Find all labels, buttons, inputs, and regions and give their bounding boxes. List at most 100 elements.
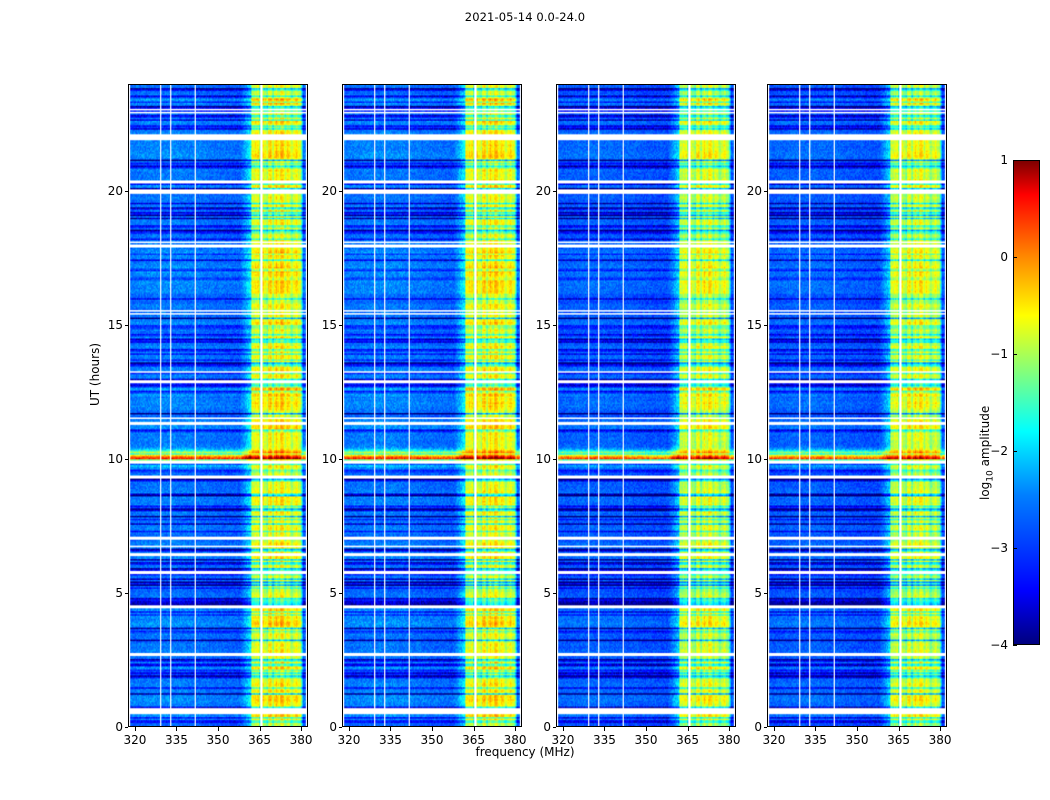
colorbar-label-suffix: amplitude: [978, 405, 992, 471]
y-tick-xy-15: 15: [535, 318, 551, 333]
y-tickmark: [552, 325, 556, 327]
x-tickmark: [432, 727, 433, 731]
x-tick-yy-335: 335: [379, 733, 402, 747]
x-tickmark: [176, 727, 178, 731]
y-tickmark: [338, 325, 342, 327]
y-tick-xy-20: 20: [535, 184, 551, 199]
y-tickmark: [124, 459, 128, 461]
x-tickmark: [348, 727, 350, 731]
x-tickmark: [857, 727, 858, 731]
spectrum-panel-xy: XY, V1*V2=EA02*EA12: [556, 84, 736, 727]
y-tick-yy-5: 5: [329, 586, 337, 601]
y-tickmark: [338, 459, 342, 461]
spectrum-panel-yx: YX, V1*V2=EA02*EA12: [767, 84, 947, 727]
y-tickmark: [552, 459, 556, 461]
colorbar-tick-1: 1: [1000, 153, 1008, 167]
x-tickmark: [729, 727, 731, 731]
x-tickmark: [773, 727, 775, 731]
colorbar-tickmark: [1013, 645, 1017, 646]
x-tickmark: [473, 727, 475, 731]
x-tick-yx-380: 380: [928, 733, 952, 747]
x-tick-yx-335: 335: [804, 733, 827, 747]
y-tick-xx-15: 15: [107, 318, 123, 333]
y-tick-xy-5: 5: [543, 586, 551, 601]
colorbar-tick-neg4: −4: [990, 638, 1008, 652]
colorbar-tick-0: 0: [1000, 250, 1008, 264]
x-tickmark: [218, 727, 219, 731]
colorbar-gradient: [1013, 160, 1040, 645]
y-axis-label: UT (hours): [88, 342, 102, 406]
x-tick-yy-350: 350: [420, 733, 444, 747]
y-tickmark: [763, 191, 767, 193]
x-axis-label: frequency (MHz): [475, 745, 575, 759]
colorbar: 1 0 −1 −2 −3 −4: [990, 153, 1040, 652]
x-tick-xy-365: 365: [676, 733, 699, 747]
y-tick-yx-5: 5: [754, 586, 762, 601]
x-tickmark: [815, 727, 817, 731]
y-tickmark: [338, 727, 342, 728]
spectrum-image-xy: [557, 85, 735, 726]
y-tick-xx-10: 10: [107, 452, 123, 467]
y-tickmark: [552, 593, 556, 595]
y-tick-xy-0: 0: [543, 720, 551, 734]
y-tick-yx-15: 15: [746, 318, 762, 333]
y-tick-yx-20: 20: [746, 184, 762, 199]
y-tick-xx-5: 5: [115, 586, 123, 601]
colorbar-label-subscript: 10: [985, 470, 996, 482]
x-tick-xx-365: 365: [248, 733, 271, 747]
figure-suptitle: 2021-05-14 0.0-24.0: [464, 10, 586, 24]
y-tickmark: [124, 325, 128, 327]
x-tick-yy-320: 320: [337, 733, 361, 747]
x-tickmark: [646, 727, 647, 731]
x-tickmark: [515, 727, 517, 731]
x-tickmark: [390, 727, 392, 731]
spectrum-panel-xx: XX, V1*V2=EA02*EA12: [128, 84, 308, 727]
x-tickmark: [898, 727, 900, 731]
y-tickmark: [763, 459, 767, 461]
y-tickmark: [552, 191, 556, 193]
x-tickmark: [687, 727, 689, 731]
colorbar-tick-neg1: −1: [990, 347, 1008, 361]
spectrum-image-yy: [343, 85, 521, 726]
x-tick-yx-350: 350: [845, 733, 869, 747]
y-tick-yy-15: 15: [321, 318, 337, 333]
y-tickmark: [763, 593, 767, 595]
x-tickmark: [134, 727, 136, 731]
y-tickmark: [552, 727, 556, 728]
x-tick-xx-350: 350: [206, 733, 230, 747]
y-tick-yx-0: 0: [754, 720, 762, 734]
colorbar-label: log10 amplitude: [978, 406, 995, 500]
colorbar-tick-neg2: −2: [990, 444, 1008, 458]
y-tickmark: [763, 325, 767, 327]
y-tick-yx-10: 10: [746, 452, 762, 467]
y-tickmark: [338, 191, 342, 193]
y-tickmark: [124, 191, 128, 193]
x-tickmark: [301, 727, 303, 731]
x-tick-xx-320: 320: [123, 733, 147, 747]
x-tick-xy-350: 350: [634, 733, 658, 747]
y-tickmark: [763, 727, 767, 728]
x-tick-yx-320: 320: [762, 733, 786, 747]
colorbar-tickmark: [1013, 160, 1017, 161]
x-tick-yy-380: 380: [503, 733, 527, 747]
y-tick-yy-10: 10: [321, 452, 337, 467]
x-tick-xx-380: 380: [289, 733, 313, 747]
y-tick-xx-0: 0: [115, 720, 123, 734]
y-tickmark: [124, 727, 128, 728]
x-tick-xy-335: 335: [593, 733, 616, 747]
colorbar-tickmark: [1013, 354, 1017, 355]
y-tick-yy-0: 0: [329, 720, 337, 734]
x-tick-yx-365: 365: [887, 733, 910, 747]
x-tick-yy-365: 365: [462, 733, 485, 747]
colorbar-tick-neg3: −3: [990, 541, 1008, 555]
spectrum-image-yx: [768, 85, 946, 726]
colorbar-tickmark: [1013, 451, 1017, 452]
x-tick-xx-335: 335: [165, 733, 188, 747]
x-tickmark: [940, 727, 942, 731]
y-tick-xx-20: 20: [107, 184, 123, 199]
y-tickmark: [338, 593, 342, 595]
y-tick-yy-20: 20: [321, 184, 337, 199]
y-tickmark: [124, 593, 128, 595]
spectrum-image-xx: [129, 85, 307, 726]
